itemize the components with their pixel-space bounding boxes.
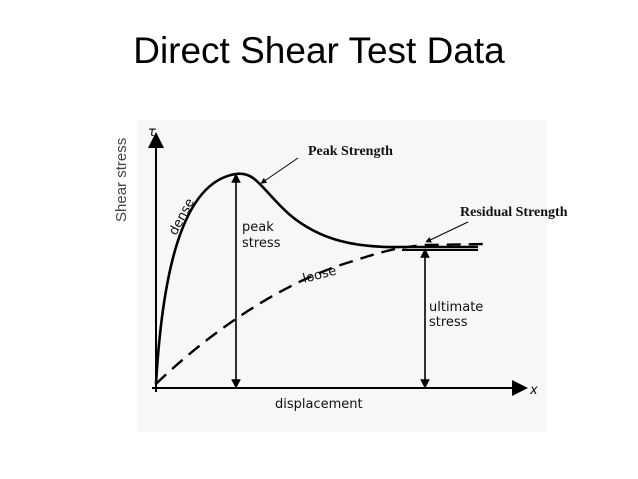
figure-background xyxy=(137,120,547,432)
dense-curve xyxy=(154,172,478,385)
peak-strength-pointer xyxy=(260,157,299,184)
peak-stress-label-line2: stress xyxy=(242,236,281,251)
y-axis-side-label: Shear stress xyxy=(113,138,130,222)
loose-curve xyxy=(155,242,486,385)
residual-strength-pointer xyxy=(425,221,469,243)
x-axis-symbol: x xyxy=(529,383,538,398)
ultimate-stress-label-line1: ultimate xyxy=(429,300,483,315)
residual-strength-callout: Residual Strength xyxy=(460,205,568,220)
x-axis-label: displacement xyxy=(275,397,363,412)
peak-strength-callout: Peak Strength xyxy=(308,144,393,159)
ultimate-stress-label-line2: stress xyxy=(429,315,468,330)
y-axis-symbol: τ xyxy=(148,125,156,140)
slide-title: Direct Shear Test Data xyxy=(133,30,505,71)
peak-stress-label-line1: peak xyxy=(242,220,274,235)
